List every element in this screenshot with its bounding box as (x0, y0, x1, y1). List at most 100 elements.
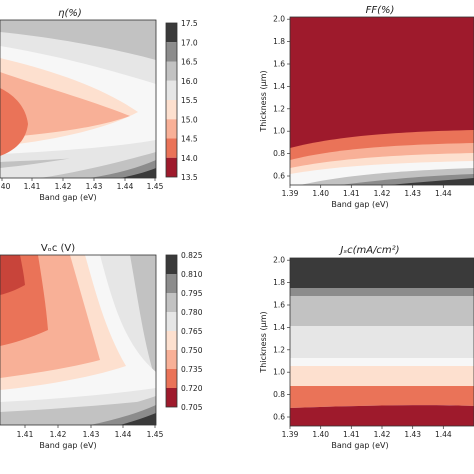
ff-contours (290, 17, 474, 185)
eta-cbar-label: 16.0 (181, 77, 198, 86)
ff-xtick-label: 1.41 (343, 189, 360, 198)
eta-cbar-label: 15.5 (181, 96, 198, 105)
eta-band-grey-bottom-4 (120, 168, 156, 178)
jsc-ytick-label: 1.4 (273, 323, 285, 332)
eta-cbar-label: 14.0 (181, 154, 198, 163)
voc-xtick-label: 1.41 (17, 430, 34, 439)
eta-frame (0, 19, 157, 179)
jsc-band-crimson (290, 405, 474, 426)
eta-xtick-label: 1.41 (24, 182, 41, 191)
eta-cbar-label: 16.5 (181, 58, 198, 67)
eta-xtick-label: 1.40 (0, 182, 11, 191)
voc-cbar-label: 0.825 (181, 251, 203, 260)
voc-contours (0, 255, 156, 425)
eta-xtick-label: 1.43 (86, 182, 103, 191)
eta-cbar-seg (166, 138, 177, 158)
ff-ytick-label: 0.6 (273, 172, 285, 181)
voc-cbar-seg (166, 350, 177, 369)
eta-cbar-label: 17.0 (181, 38, 198, 47)
ff-ytick-label: 1.4 (273, 82, 285, 91)
eta-colorbar: 17.5 17.0 16.5 16.0 15.5 15.0 14.5 14.0 … (165, 19, 198, 182)
eta-cbar-seg (166, 157, 177, 177)
eta-xtick-label: 1.44 (117, 182, 134, 191)
jsc-band-grey-mid (290, 288, 474, 296)
ff-xtick-label: 1.40 (312, 189, 329, 198)
eta-cbar-seg (166, 119, 177, 139)
jsc-ytick-label: 0.6 (273, 413, 285, 422)
voc-cbar-label: 0.780 (181, 308, 203, 317)
voc-cbar-label: 0.705 (181, 403, 203, 412)
voc-cbar-label: 0.795 (181, 289, 203, 298)
jsc-xtick-label: 1.43 (404, 430, 421, 439)
jsc-ytick-label: 2.0 (273, 256, 285, 265)
voc-cbar-frame (165, 254, 178, 408)
voc-cbar-label: 0.735 (181, 365, 203, 374)
ff-band-grey-dark (390, 178, 474, 185)
eta-xtick-label: 1.45 (147, 182, 164, 191)
voc-xticks: 1.41 1.42 1.43 1.44 1.45 (17, 425, 164, 439)
jsc-ytick-label: 1.8 (273, 278, 285, 287)
voc-xtick-label: 1.42 (50, 430, 67, 439)
jsc-ytick-label: 1.2 (273, 345, 285, 354)
voc-cbar-seg (166, 274, 177, 293)
voc-cbar-label: 0.720 (181, 384, 203, 393)
panel-voc: Vₒᴄ (V) 1.41 1.42 1.43 1.44 1.45 Ban (0, 243, 203, 450)
eta-cbar-label: 17.5 (181, 19, 198, 28)
voc-xtick-label: 1.44 (115, 430, 132, 439)
panel-jsc-title: Jₛᴄ(mA/cm²) (338, 245, 399, 256)
ff-xtick-label: 1.39 (282, 189, 299, 198)
voc-cbar-seg (166, 388, 177, 407)
voc-xtick-label: 1.45 (147, 430, 164, 439)
eta-xtick-label: 1.42 (55, 182, 72, 191)
panel-voc-title: Vₒᴄ (V) (41, 243, 75, 254)
voc-band-red (0, 255, 25, 295)
ff-xtick-label: 1.43 (404, 189, 421, 198)
jsc-band-white (290, 358, 474, 366)
jsc-band-pale (290, 326, 474, 358)
ff-ytick-label: 2.0 (273, 15, 285, 24)
jsc-band-peach (290, 366, 474, 386)
jsc-ytick-label: 1.6 (273, 301, 285, 310)
jsc-xtick-label: 1.40 (312, 430, 329, 439)
jsc-band-grey-dark (290, 258, 474, 288)
voc-cbar-label: 0.765 (181, 327, 203, 336)
jsc-band-grey-light (290, 296, 474, 326)
panel-jsc: Jₛᴄ(mA/cm²) 0.6 0.8 1.0 1.2 1.4 (259, 245, 474, 450)
voc-band-grey-bottom-3 (120, 413, 156, 425)
panel-ff: FF(%) 0.6 0.8 1.0 1.2 1.4 1.6 (259, 5, 474, 209)
voc-cbar-seg (166, 255, 177, 274)
voc-frame (0, 254, 157, 426)
jsc-xtick-label: 1.41 (343, 430, 360, 439)
eta-cbar-label: 13.5 (181, 173, 198, 182)
panel-ff-title: FF(%) (366, 5, 395, 16)
jsc-xticks: 1.39 1.40 1.41 1.42 1.43 1.44 (282, 426, 452, 439)
eta-xlabel: Band gap (eV) (39, 193, 96, 202)
jsc-ytick-label: 1.0 (273, 368, 285, 377)
ff-xlabel: Band gap (eV) (331, 200, 388, 209)
voc-cbar-seg (166, 369, 177, 388)
jsc-ytick-label: 0.8 (273, 390, 285, 399)
eta-cbar-seg (166, 100, 177, 120)
voc-xlabel: Band gap (eV) (39, 441, 96, 450)
eta-cbar-seg (166, 61, 177, 81)
ff-yticks: 0.6 0.8 1.0 1.2 1.4 1.6 1.8 2.0 (273, 15, 290, 181)
voc-cbar-seg (166, 293, 177, 312)
ff-xtick-label: 1.44 (435, 189, 452, 198)
eta-band-salmon (0, 88, 28, 156)
eta-cbar-frame (165, 22, 178, 178)
jsc-xtick-label: 1.39 (282, 430, 299, 439)
eta-cbar-label: 14.5 (181, 135, 198, 144)
ff-ytick-label: 1.6 (273, 60, 285, 69)
eta-cbar-label: 15.0 (181, 115, 198, 124)
jsc-xlabel: Band gap (eV) (331, 441, 388, 450)
voc-cbar-label: 0.750 (181, 346, 203, 355)
jsc-contours (290, 258, 474, 426)
ff-xtick-label: 1.42 (374, 189, 391, 198)
jsc-ylabel: Thickness (μm) (259, 311, 268, 373)
voc-colorbar: 0.825 0.810 0.795 0.780 0.765 0.750 0.73… (165, 251, 203, 412)
panel-eta-title: η(%) (58, 8, 82, 19)
ff-ytick-label: 1.0 (273, 127, 285, 136)
ff-ytick-label: 0.8 (273, 149, 285, 158)
ff-ylabel: Thickness (μm) (259, 70, 268, 132)
